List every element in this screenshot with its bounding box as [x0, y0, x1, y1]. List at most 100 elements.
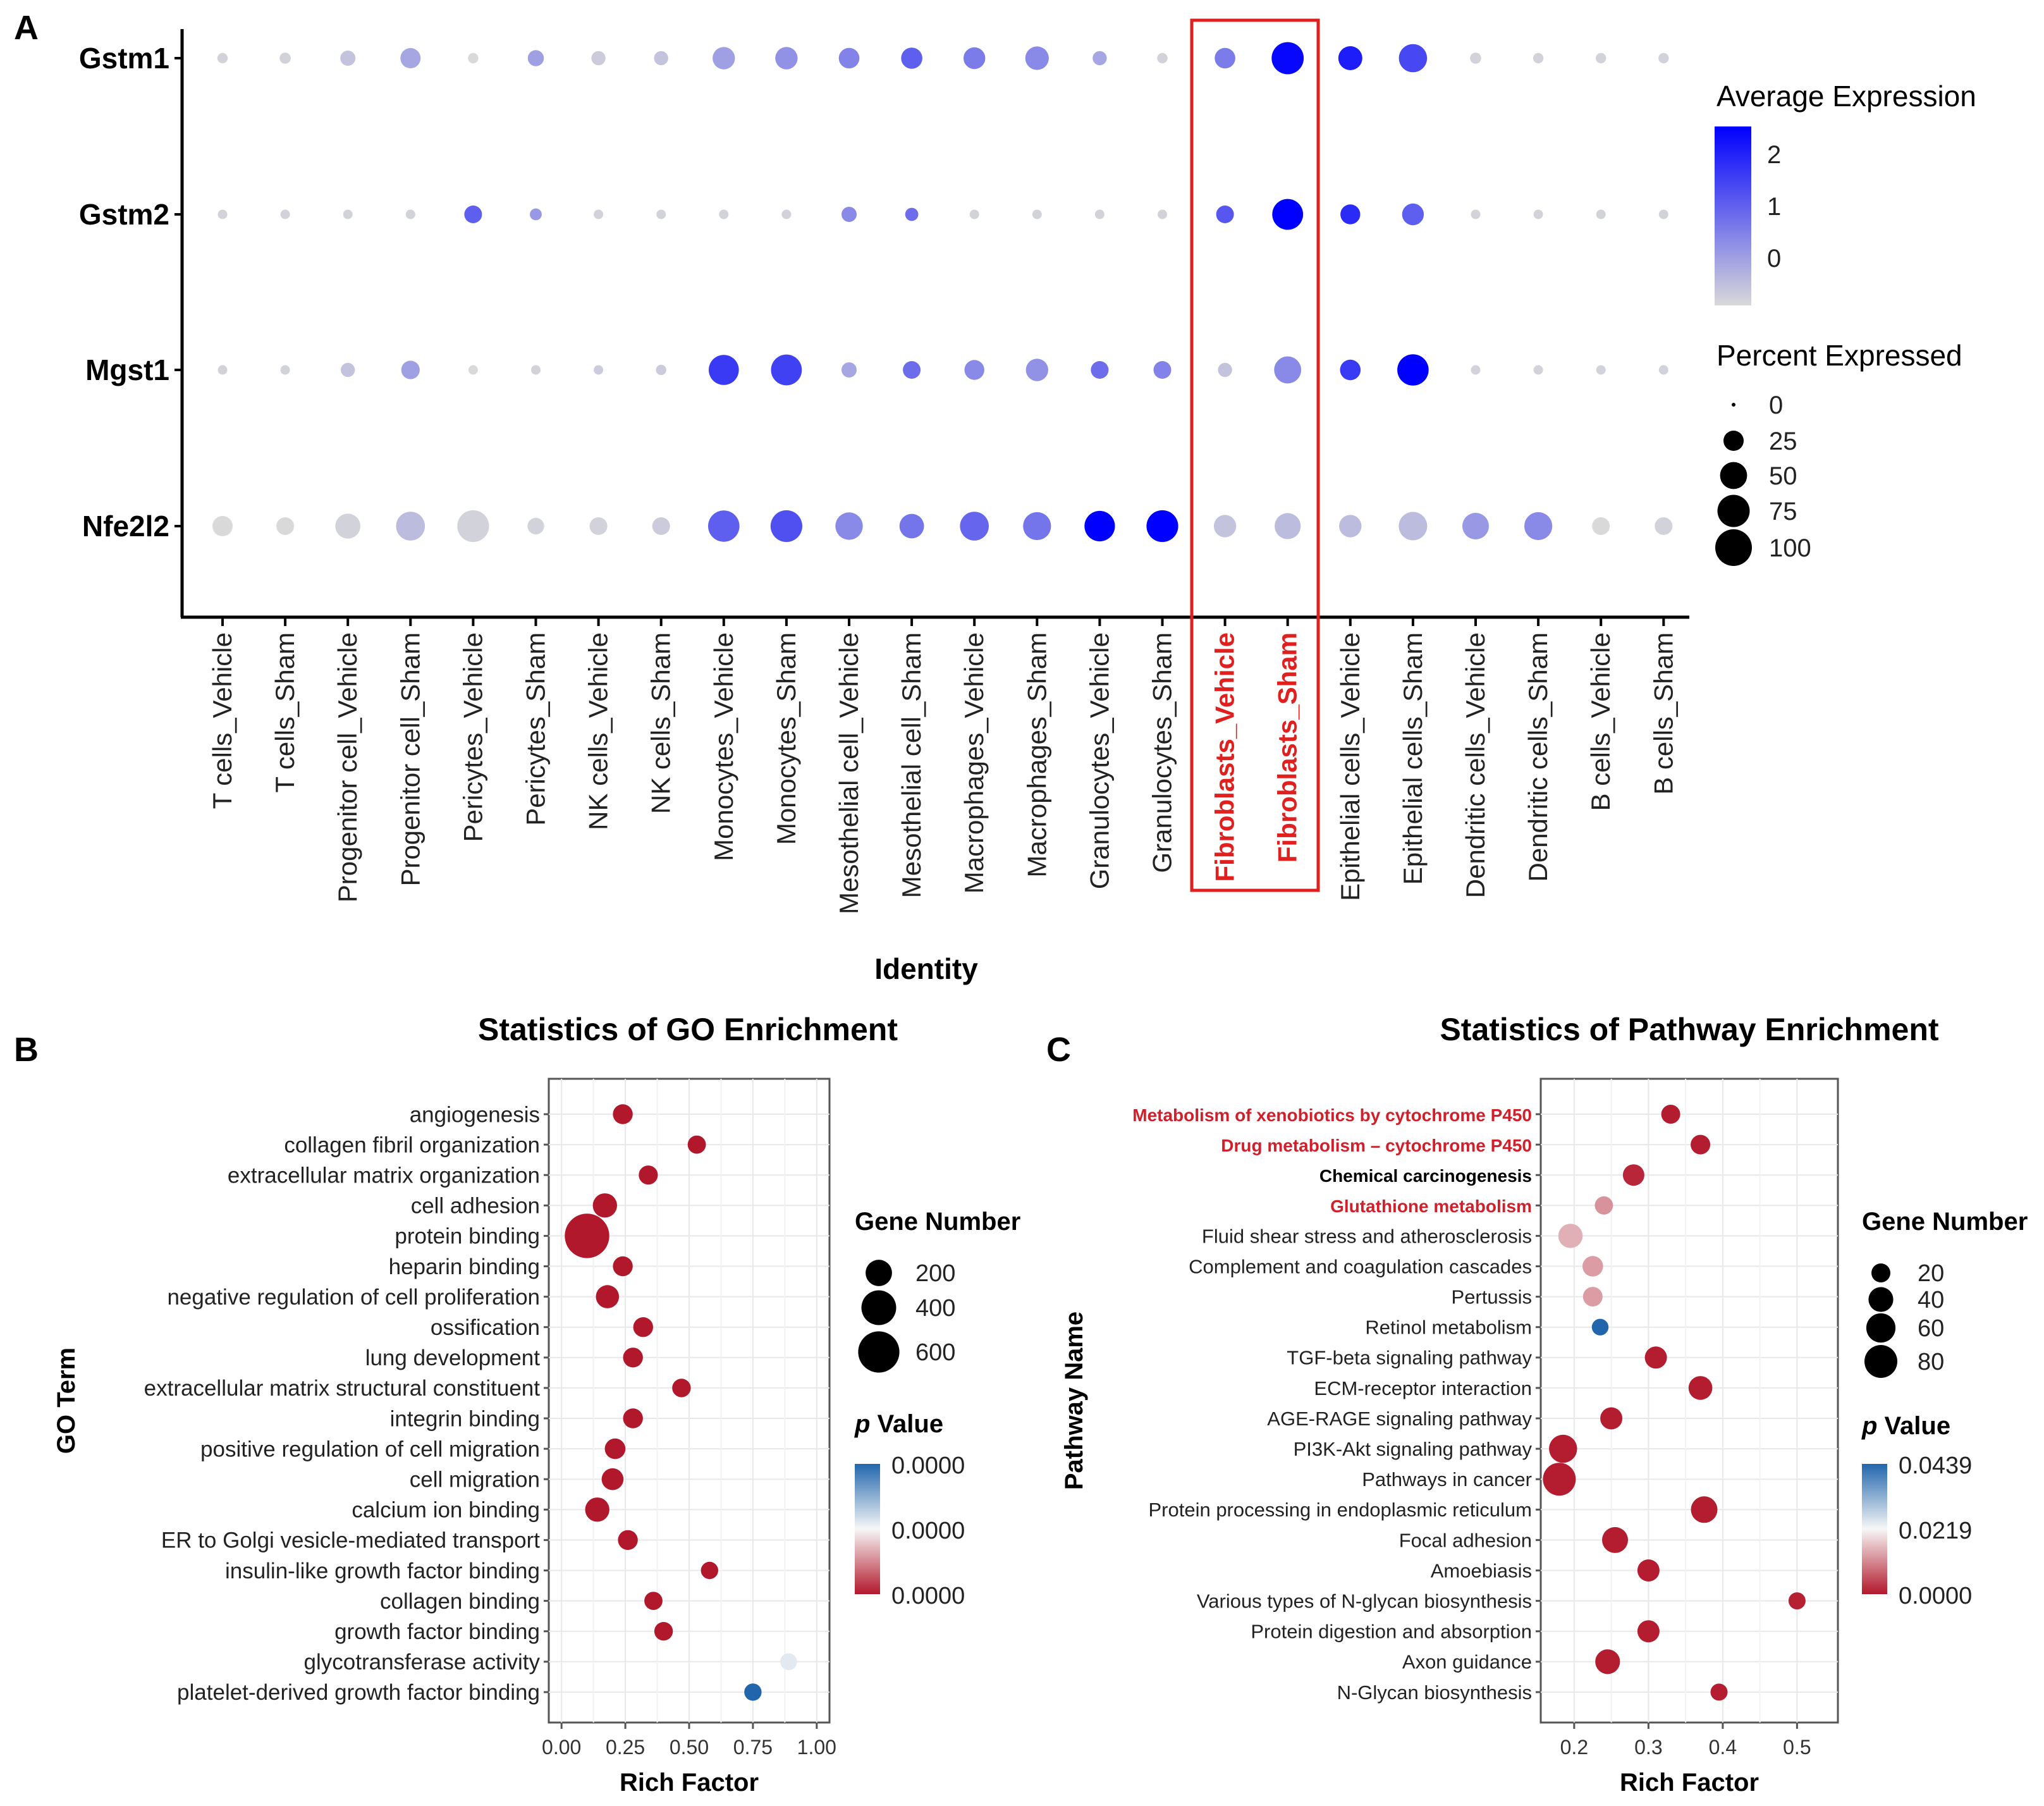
enrichment-dot — [701, 1561, 719, 1580]
expression-dot — [280, 209, 290, 219]
identity-label: Mesothelial cell_Vehicle — [834, 632, 864, 914]
percent-legend-dot — [1717, 494, 1750, 527]
expression-dot — [652, 517, 670, 535]
size-legend-label: 60 — [1918, 1315, 1944, 1342]
x-tick-label: 0.00 — [542, 1736, 581, 1759]
expression-dot — [1025, 359, 1049, 381]
expression-dot — [713, 47, 735, 70]
expression-dot — [1271, 42, 1304, 75]
term-label: Axon guidance — [1402, 1651, 1532, 1673]
pvalue-colorbar-c — [1862, 1464, 1887, 1594]
legend-c-size-title: Gene Number — [1862, 1208, 2028, 1236]
percent-legend-label: 100 — [1769, 534, 1811, 562]
term-label: heparin binding — [389, 1255, 540, 1279]
expression-dot — [341, 362, 355, 378]
expression-dot — [589, 517, 608, 535]
identity-label: Monocytes_Sham — [771, 632, 801, 845]
panel-b-ylabel: GO Term — [52, 1348, 80, 1454]
legend-percent-title: Percent Expressed — [1717, 339, 1962, 372]
size-legend-dot — [1864, 1345, 1897, 1378]
gene-label: Gstm2 — [79, 198, 169, 231]
x-tick-label: 0.3 — [1634, 1736, 1662, 1759]
expression-dot — [1471, 209, 1481, 219]
expression-dot — [841, 362, 857, 378]
percent-legend-dot — [1715, 529, 1752, 566]
term-label: TGF-beta signaling pathway — [1287, 1347, 1532, 1369]
expression-dot — [1153, 361, 1172, 379]
expression-dot — [1146, 510, 1178, 543]
pathway-labels: Metabolism of xenobiotics by cytochrome … — [1132, 1105, 1541, 1704]
fibroblast-highlight-box — [1190, 18, 1320, 892]
b-x-ticks: 0.00 0.25 0.50 0.75 1.00 — [542, 1723, 836, 1759]
size-legend-dot — [866, 1260, 892, 1286]
identity-label: T cells_Sham — [270, 632, 300, 793]
expression-dot — [1596, 365, 1606, 375]
term-label: insulin-like growth factor binding — [225, 1559, 540, 1583]
expression-tick: 2 — [1767, 141, 1781, 169]
identity-label: Progenitor cell_Vehicle — [333, 632, 362, 902]
percent-legend-dot — [1720, 462, 1747, 489]
expression-dot — [276, 517, 295, 535]
identity-label: B cells_Sham — [1648, 632, 1678, 795]
enrichment-dot — [654, 1622, 673, 1641]
expression-dot — [1274, 356, 1302, 384]
term-label: Chemical carcinogenesis — [1319, 1166, 1532, 1186]
gene-labels: Gstm1 Gstm2 Mgst1 Nfe2l2 — [79, 42, 182, 543]
enrichment-dot — [672, 1379, 691, 1398]
expression-dot — [340, 51, 356, 66]
expression-dot — [1533, 209, 1543, 219]
expression-dot — [1025, 46, 1049, 70]
x-tick-label: 0.75 — [733, 1736, 773, 1759]
size-legend-dot — [1871, 1263, 1890, 1282]
expression-dot — [335, 513, 360, 539]
pathway-dots — [1543, 1105, 1806, 1701]
gene-label: Gstm1 — [79, 42, 169, 75]
enrichment-dot — [1691, 1496, 1718, 1523]
expression-dot — [1524, 512, 1553, 541]
size-legend-dot — [1868, 1287, 1894, 1312]
expression-dot — [1658, 365, 1668, 375]
percent-legend-dot — [1732, 403, 1735, 407]
expression-dot — [654, 51, 668, 66]
enrichment-dot — [623, 1348, 643, 1368]
expression-dot — [405, 209, 415, 219]
enrichment-dot — [601, 1468, 624, 1490]
expression-dot — [1596, 209, 1606, 219]
dot-grid — [212, 42, 1673, 543]
enrichment-dot — [623, 1408, 643, 1428]
panel-c-xlabel: Rich Factor — [1620, 1769, 1759, 1797]
expression-dot — [969, 209, 979, 219]
x-tick-label: 0.50 — [670, 1736, 709, 1759]
expression-dot — [1272, 199, 1304, 230]
expression-dot — [1398, 512, 1428, 541]
expression-dot — [527, 517, 544, 535]
expression-dot — [396, 512, 425, 541]
legend-average-expression: Average Expression 2 1 0 — [1715, 80, 1976, 305]
expression-dot — [1596, 52, 1606, 64]
identity-label: Macrophages_Vehicle — [959, 632, 989, 894]
legend-c-p: p — [1861, 1412, 1877, 1440]
term-label: Amoebiasis — [1431, 1559, 1532, 1582]
term-label: Pertussis — [1452, 1286, 1532, 1308]
percent-legend-label: 50 — [1769, 462, 1797, 490]
expression-dot — [591, 51, 606, 66]
expression-dot — [400, 48, 421, 68]
c-x-ticks: 0.2 0.3 0.4 0.5 — [1560, 1723, 1811, 1759]
pvalue-tick-b: 0.0000 — [891, 1453, 965, 1479]
expression-dot — [656, 209, 666, 219]
expression-dot — [905, 207, 919, 221]
term-label: Drug metabolism – cytochrome P450 — [1221, 1136, 1532, 1155]
expression-dot — [708, 510, 740, 542]
expression-dot — [838, 47, 860, 69]
expression-dot — [964, 360, 984, 380]
identity-label: T cells_Vehicle — [207, 632, 237, 809]
term-label: angiogenesis — [410, 1102, 540, 1127]
enrichment-dot — [633, 1317, 653, 1337]
gene-label: Nfe2l2 — [82, 510, 169, 543]
identity-label: Mesothelial cell_Sham — [897, 632, 926, 898]
size-legend-label: 400 — [915, 1295, 955, 1322]
expression-dot — [217, 52, 228, 64]
identity-label: Epithelial cells_Sham — [1398, 632, 1428, 885]
legend-gene-number-b: Gene Number 200 400 600 — [855, 1208, 1020, 1373]
percent-legend-label: 25 — [1769, 427, 1797, 455]
